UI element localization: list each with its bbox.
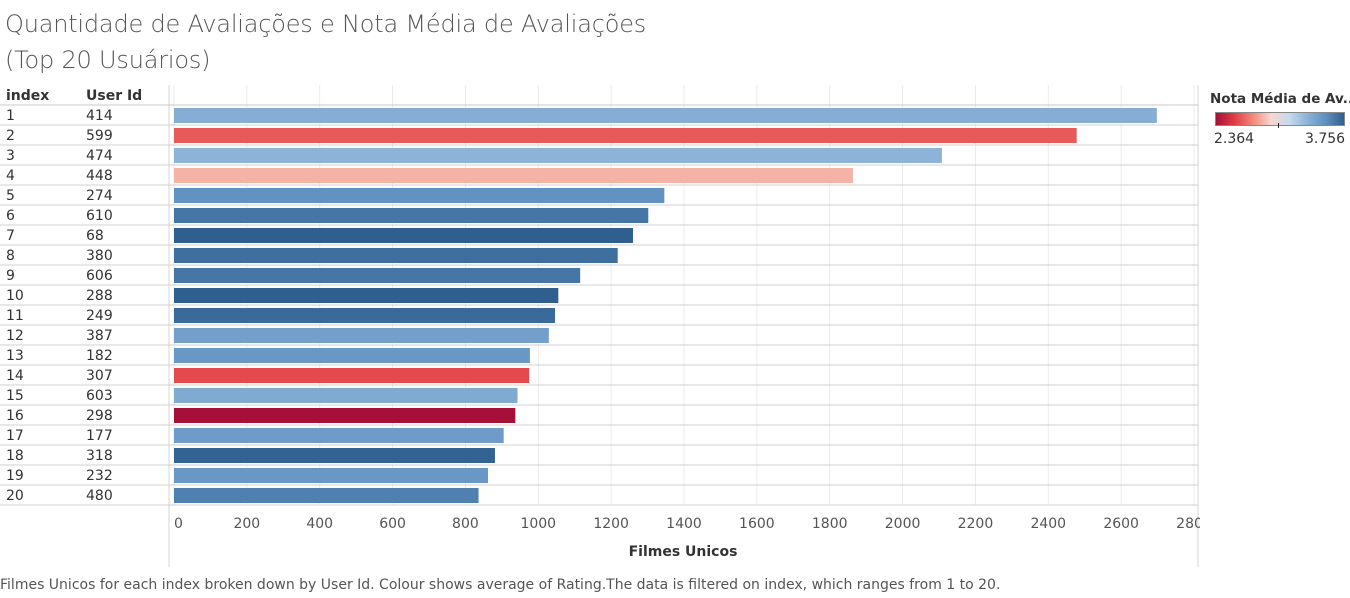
bar[interactable] [174,208,649,223]
row-user-id-label: 606 [86,268,113,284]
row-index-label: 14 [6,368,24,384]
row-index-label: 2 [6,128,15,144]
x-tick-label: 1000 [520,516,556,532]
row-user-id-label: 68 [86,228,104,244]
bar[interactable] [174,388,518,403]
bar[interactable] [174,148,942,163]
row-index-label: 13 [6,348,24,364]
x-tick-label: 400 [306,516,333,532]
row-user-id-label: 610 [86,208,113,224]
bar[interactable] [174,428,504,443]
legend-color-ramp [1215,112,1345,126]
row-index-label: 5 [6,188,15,204]
chart-caption: Filmes Unicos for each index broken down… [0,577,1001,593]
bar[interactable] [174,248,618,263]
x-axis: 0 200 400 600 800 1000 1200 1400 1600 1800 2000 220… [174,516,1200,532]
row-index-label: 7 [6,228,15,244]
row-user-id-label: 474 [86,148,113,164]
x-tick-label: 2800 [1176,516,1200,532]
row-user-id-label: 480 [86,488,113,504]
chart-title: Quantidade de Avaliações e Nota Média de… [5,6,646,78]
bar[interactable] [174,468,489,483]
chart-title-line-2: (Top 20 Usuários) [5,46,211,74]
bar[interactable] [174,128,1077,143]
legend-max-label: 3.756 [1305,131,1346,147]
x-tick-label: 2000 [885,516,921,532]
row-user-id-label: 249 [86,308,113,324]
bar[interactable] [174,348,530,363]
bar[interactable] [174,168,854,183]
column-header-user-id: User Id [86,88,142,104]
bar[interactable] [174,288,559,303]
row-user-id-label: 307 [86,368,113,384]
bar[interactable] [174,408,516,423]
bars [174,108,1157,503]
row-user-id-label: 318 [86,448,113,464]
row-index-label: 12 [6,328,24,344]
row-user-id-label: 414 [86,108,113,124]
row-index-label: 20 [6,488,24,504]
row-index-label: 1 [6,108,15,124]
row-index-label: 11 [6,308,24,324]
row-user-id-label: 232 [86,468,113,484]
legend-title: Nota Média de Av.. [1210,91,1350,107]
row-user-id-label: 448 [86,168,113,184]
row-index-label: 19 [6,468,24,484]
row-index-label: 6 [6,208,15,224]
bar[interactable] [174,268,581,283]
x-tick-label: 2400 [1030,516,1066,532]
bar[interactable] [174,228,633,243]
x-tick-label: 1200 [593,516,629,532]
row-user-id-label: 380 [86,248,113,264]
row-user-id-label: 387 [86,328,113,344]
row-user-id-label: 288 [86,288,113,304]
row-user-id-label: 274 [86,188,113,204]
x-tick-label: 1800 [812,516,848,532]
bar[interactable] [174,448,495,463]
row-index-label: 17 [6,428,24,444]
row-index-label: 4 [6,168,15,184]
bar[interactable] [174,488,479,503]
row-user-id-label: 599 [86,128,113,144]
x-tick-label: 1400 [666,516,702,532]
bar[interactable] [174,108,1157,123]
bar-chart: 1 414 2 599 3 474 4 448 5 274 6 610 7 68 8 380 9 606 10 288… [0,85,1200,567]
bar[interactable] [174,328,549,343]
row-index-label: 8 [6,248,15,264]
x-tick-label: 0 [174,516,183,532]
x-tick-label: 600 [379,516,406,532]
x-tick-label: 1600 [739,516,775,532]
x-axis-label: Filmes Unicos [629,544,738,560]
row-index-label: 9 [6,268,15,284]
legend-marker [1278,123,1279,128]
column-header-index: index [6,88,49,104]
table-rows: 1 414 2 599 3 474 4 448 5 274 6 610 7 68 8 380 9 606 10 288… [0,108,1198,506]
chart-title-line-1: Quantidade de Avaliações e Nota Média de… [5,10,647,38]
legend-min-label: 2.364 [1214,131,1255,147]
row-user-id-label: 182 [86,348,113,364]
x-tick-label: 2600 [1103,516,1139,532]
row-index-label: 18 [6,448,24,464]
row-index-label: 16 [6,408,24,424]
row-index-label: 3 [6,148,15,164]
bar[interactable] [174,188,665,203]
row-index-label: 10 [6,288,24,304]
row-user-id-label: 603 [86,388,113,404]
bar[interactable] [174,308,556,323]
x-tick-label: 800 [452,516,479,532]
x-tick-label: 2200 [958,516,994,532]
x-tick-label: 200 [233,516,260,532]
row-user-id-label: 298 [86,408,113,424]
row-index-label: 15 [6,388,24,404]
bar[interactable] [174,368,530,383]
row-user-id-label: 177 [86,428,113,444]
